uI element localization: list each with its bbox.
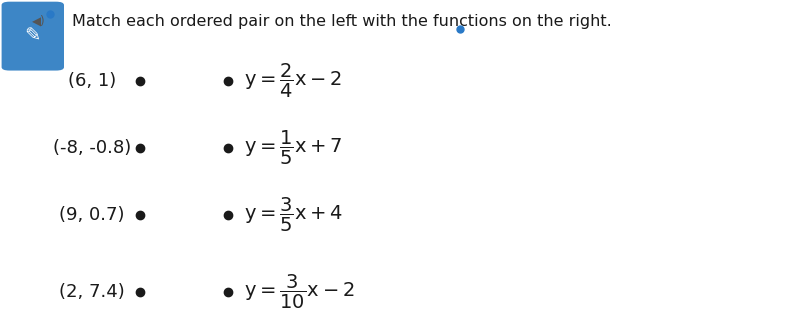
Text: ✎: ✎ [25, 27, 41, 46]
Text: $\mathregular{y} = \dfrac{1}{5}\mathregular{x} + 7$: $\mathregular{y} = \dfrac{1}{5}\mathregu… [244, 129, 342, 167]
Text: $\mathregular{y} = \dfrac{3}{5}\mathregular{x} + 4$: $\mathregular{y} = \dfrac{3}{5}\mathregu… [244, 196, 343, 234]
Text: (-8, -0.8): (-8, -0.8) [53, 139, 131, 157]
Text: ◀): ◀) [31, 14, 46, 27]
Text: $\mathregular{y} = \dfrac{3}{10}\mathregular{x} - 2$: $\mathregular{y} = \dfrac{3}{10}\mathreg… [244, 273, 354, 311]
Text: (6, 1): (6, 1) [68, 72, 116, 90]
Text: (2, 7.4): (2, 7.4) [59, 283, 125, 301]
FancyBboxPatch shape [2, 2, 64, 71]
Text: $\mathregular{y} = \dfrac{2}{4}\mathregular{x} - 2$: $\mathregular{y} = \dfrac{2}{4}\mathregu… [244, 61, 342, 100]
Text: Match each ordered pair on the left with the functions on the right.: Match each ordered pair on the left with… [72, 14, 612, 29]
Text: (9, 0.7): (9, 0.7) [59, 206, 125, 224]
